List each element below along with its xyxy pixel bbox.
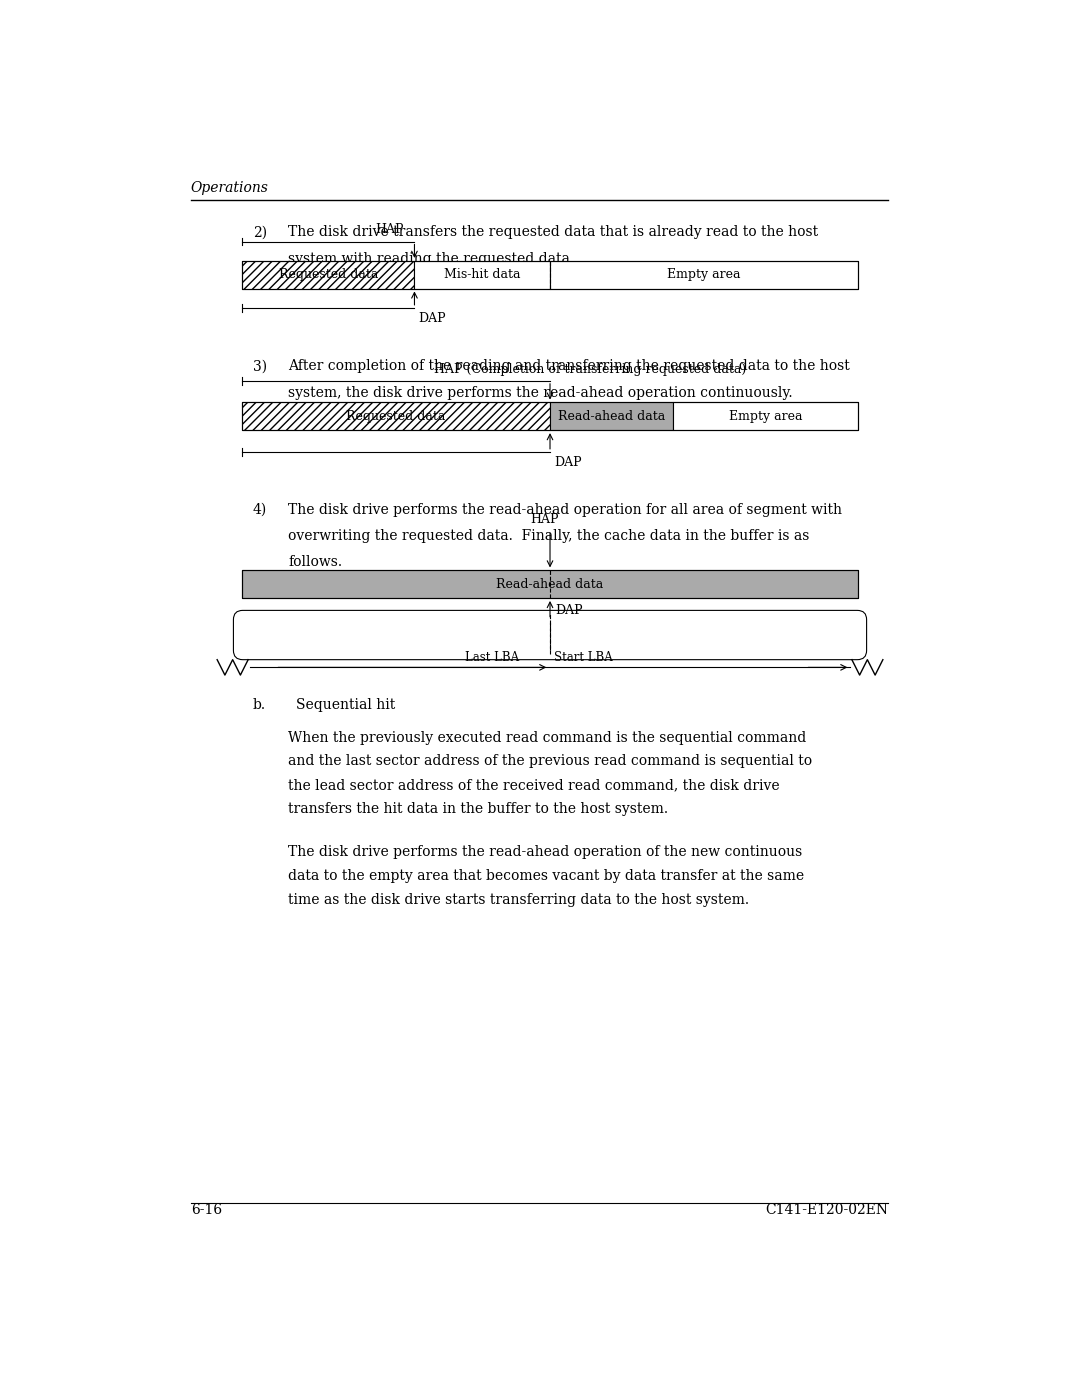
Bar [415, 261, 550, 289]
Text: Empty area: Empty area [729, 409, 802, 423]
Text: Read-ahead data: Read-ahead data [497, 578, 604, 591]
Text: 4): 4) [253, 503, 267, 517]
Text: C141-E120-02EN: C141-E120-02EN [766, 1203, 889, 1217]
Text: transfers the hit data in the buffer to the host system.: transfers the hit data in the buffer to … [288, 802, 669, 816]
Text: system, the disk drive performs the read-ahead operation continuously.: system, the disk drive performs the read… [288, 386, 793, 400]
Text: Start LBA: Start LBA [554, 651, 612, 664]
Text: When the previously executed read command is the sequential command: When the previously executed read comman… [288, 731, 807, 745]
Text: 2): 2) [253, 225, 267, 239]
Text: time as the disk drive starts transferring data to the host system.: time as the disk drive starts transferri… [288, 893, 750, 907]
Text: The disk drive performs the read-ahead operation for all area of segment with: The disk drive performs the read-ahead o… [288, 503, 842, 517]
FancyBboxPatch shape [233, 610, 866, 659]
Text: the lead sector address of the received read command, the disk drive: the lead sector address of the received … [288, 778, 780, 792]
Text: Empty area: Empty area [667, 268, 741, 281]
Text: Operations: Operations [191, 182, 269, 196]
Text: HAP: HAP [530, 514, 559, 527]
Text: Requested data: Requested data [347, 409, 446, 423]
Text: HAP: HAP [376, 224, 404, 236]
Text: b.: b. [253, 698, 266, 712]
Bar [242, 570, 859, 598]
Text: Mis-hit data: Mis-hit data [444, 268, 521, 281]
Bar [550, 261, 859, 289]
Bar [673, 402, 859, 430]
Text: overwriting the requested data.  Finally, the cache data in the buffer is as: overwriting the requested data. Finally,… [288, 529, 810, 543]
Text: system with reading the requested data.: system with reading the requested data. [288, 251, 575, 265]
Bar [242, 261, 859, 289]
Text: Sequential hit: Sequential hit [296, 698, 395, 712]
Text: HAP (Completion of transferring requested data): HAP (Completion of transferring requeste… [434, 363, 746, 376]
Bar [242, 402, 550, 430]
Text: 6-16: 6-16 [191, 1203, 221, 1217]
Text: and the last sector address of the previous read command is sequential to: and the last sector address of the previ… [288, 754, 812, 768]
Text: DAP: DAP [555, 605, 583, 617]
Bar [242, 570, 859, 598]
Text: The disk drive transfers the requested data that is already read to the host: The disk drive transfers the requested d… [288, 225, 819, 239]
Text: Read-ahead data: Read-ahead data [558, 409, 665, 423]
Bar [242, 261, 415, 289]
Text: DAP: DAP [418, 312, 446, 324]
Text: Requested data: Requested data [279, 268, 378, 281]
Bar [242, 402, 859, 430]
Text: DAP: DAP [554, 455, 581, 468]
Text: 3): 3) [253, 359, 267, 373]
Text: data to the empty area that becomes vacant by data transfer at the same: data to the empty area that becomes vaca… [288, 869, 805, 883]
Text: After completion of the reading and transferring the requested data to the host: After completion of the reading and tran… [288, 359, 850, 373]
Text: The disk drive performs the read-ahead operation of the new continuous: The disk drive performs the read-ahead o… [288, 845, 802, 859]
Bar [550, 402, 673, 430]
Text: Last LBA: Last LBA [464, 651, 518, 664]
Text: follows.: follows. [288, 555, 342, 569]
